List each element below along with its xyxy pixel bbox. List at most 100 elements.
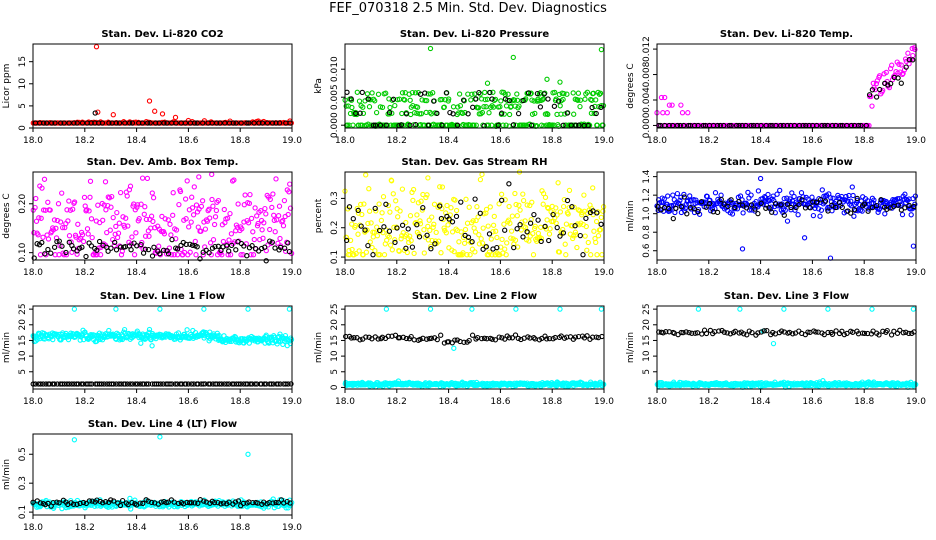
data-point [580, 252, 586, 258]
y-tick-label: 10 [642, 350, 652, 362]
data-point [544, 110, 550, 117]
data-point [525, 229, 531, 236]
data-point [703, 204, 709, 210]
data-point [61, 120, 67, 126]
data-point [721, 329, 727, 335]
data-point [224, 243, 230, 249]
data-point [520, 97, 526, 104]
data-point [479, 335, 485, 342]
data-point [591, 228, 597, 234]
data-point [718, 192, 724, 198]
x-tick-label: 18.0 [647, 268, 667, 278]
x-tick-label: 18.6 [178, 523, 198, 533]
data-point [403, 111, 410, 117]
data-point [798, 190, 805, 196]
data-point [882, 211, 888, 217]
panel-title: Stan. Dev. Line 2 Flow [412, 291, 537, 302]
data-point [261, 381, 268, 387]
data-point [174, 252, 181, 258]
data-point [376, 227, 383, 234]
data-point [147, 120, 153, 126]
data-point [572, 229, 579, 235]
data-point [663, 329, 669, 335]
data-point [859, 330, 866, 336]
data-point [113, 120, 119, 126]
data-point [172, 381, 178, 387]
data-point [275, 240, 281, 246]
data-point [71, 120, 77, 126]
data-point [590, 185, 596, 191]
y-axis-label: ml/min [2, 332, 12, 363]
data-point [431, 221, 437, 227]
data-point [769, 209, 775, 215]
data-point [369, 90, 375, 96]
data-point [527, 220, 534, 226]
data-point [41, 120, 47, 126]
data-point [877, 86, 883, 93]
data-point [411, 110, 418, 116]
data-point [473, 96, 479, 102]
data-point [108, 204, 114, 210]
data-point [210, 203, 216, 209]
data-point [95, 109, 101, 115]
data-point [912, 46, 918, 53]
data-point [851, 213, 857, 219]
data-point [475, 105, 482, 111]
data-point [429, 214, 435, 220]
panel-title: Stan. Dev. Sample Flow [720, 157, 853, 168]
data-point [220, 500, 227, 506]
data-point [781, 306, 787, 312]
data-point [52, 120, 58, 126]
data-point [669, 102, 675, 108]
data-point [546, 237, 552, 244]
data-point [33, 195, 39, 202]
data-point [482, 96, 488, 103]
x-tick-label: 19.0 [906, 136, 926, 146]
data-point [274, 217, 280, 223]
data-point [456, 239, 462, 245]
data-point [778, 202, 784, 208]
data-point [439, 184, 446, 190]
y-tick-label: 0.012 [642, 36, 652, 62]
data-point [379, 334, 386, 340]
data-point [182, 196, 189, 202]
data-point [770, 340, 777, 347]
data-point [114, 209, 120, 216]
data-point [438, 332, 444, 338]
y-tick-label: 20 [330, 319, 340, 331]
data-point [416, 234, 423, 240]
data-point [674, 190, 681, 197]
data-point [230, 120, 236, 126]
data-point [895, 202, 901, 208]
data-point [716, 328, 722, 334]
x-tick-label: 18.8 [230, 523, 250, 533]
data-point [268, 381, 274, 387]
data-point [492, 337, 499, 343]
data-point [520, 234, 526, 240]
data-point [472, 249, 478, 255]
data-point [752, 208, 758, 214]
data-point [33, 338, 39, 344]
data-point [461, 240, 468, 246]
data-point [431, 201, 438, 207]
data-point [577, 232, 583, 239]
data-point [367, 239, 373, 245]
data-point [189, 242, 196, 248]
data-point [148, 499, 155, 506]
x-tick-label: 18.2 [75, 268, 95, 278]
data-point [372, 122, 379, 128]
data-point [387, 242, 394, 248]
data-point [576, 122, 582, 128]
data-point [432, 241, 438, 247]
series-black [656, 57, 916, 129]
data-point [167, 381, 173, 387]
data-point [45, 199, 51, 205]
data-point [454, 122, 461, 128]
data-point [116, 220, 122, 226]
data-point [354, 89, 360, 95]
x-tick-label: 18.6 [178, 268, 198, 278]
data-point [84, 226, 91, 232]
data-point [249, 381, 255, 387]
data-point [372, 98, 378, 104]
chart-panel-4: Stan. Dev. Amb. Box Temp. degrees C 18.0 18… [2, 157, 302, 278]
